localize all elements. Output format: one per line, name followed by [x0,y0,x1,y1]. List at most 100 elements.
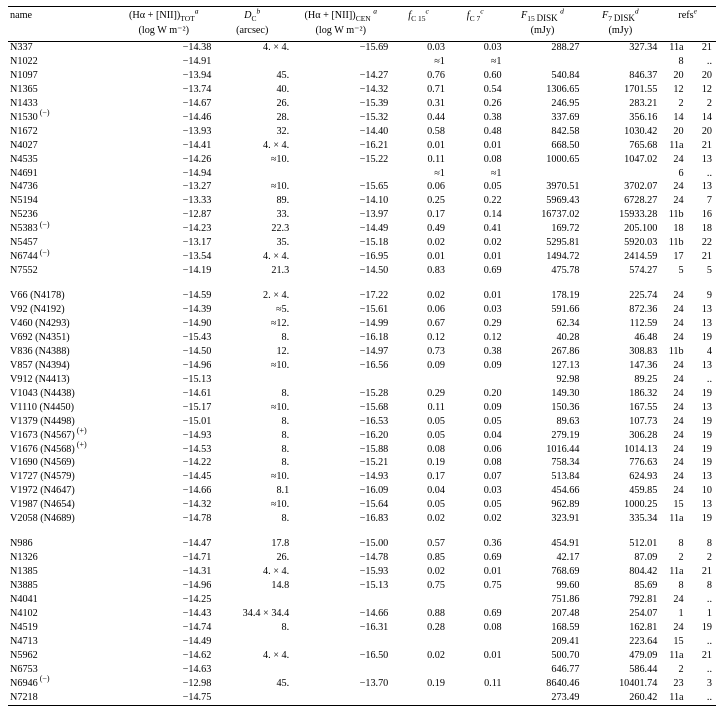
cell-ref2: 21 [688,251,716,265]
cell-fc7: 0.03 [447,485,504,499]
cell-ref2: 20 [688,125,716,139]
cell-ref2: 14 [688,111,716,125]
cell-ha_cen: −13.97 [291,209,390,223]
cell-ha_cen: −16.20 [291,429,390,443]
cell-ref1: 24 [659,429,687,443]
cell-fc7: 0.01 [447,139,504,153]
cell-fc7: 0.09 [447,359,504,373]
cell-ha_tot: −14.91 [114,55,213,69]
cell-fc7: ≈1 [447,55,504,69]
cell-fc15: 0.57 [390,538,447,552]
table-row: V1379 (N4498)−15.018.−16.530.050.0589.63… [8,415,716,429]
cell-fc15: 0.02 [390,237,447,251]
table-row: N4535−14.26≈10.−15.220.110.081000.651047… [8,153,716,167]
cell-name: N3885 [8,580,114,594]
table-row: V2058 (N4689)−14.788.−16.830.020.02323.9… [8,513,716,527]
cell-ref2: 13 [688,181,716,195]
cell-dc: 8. [213,429,291,443]
cell-ha_tot: −14.38 [114,41,213,55]
cell-name: N4713 [8,635,114,649]
cell-name: N4736 [8,181,114,195]
cell-dc: 4. × 4. [213,41,291,55]
cell-dc: 45. [213,69,291,83]
cell-fc7: 0.38 [447,345,504,359]
cell-ref1: 24 [659,331,687,345]
cell-name: N1385 [8,566,114,580]
cell-ha_tot: −14.59 [114,290,213,304]
cell-name: V1690 (N4569) [8,457,114,471]
cell-ha_cen: −14.78 [291,552,390,566]
cell-fc15: 0.44 [390,111,447,125]
table-row: N1385−14.314. × 4.−15.930.020.01768.6980… [8,566,716,580]
table-row: N5236−12.8733.−13.970.170.1416737.021593… [8,209,716,223]
cell-ha_tot: −14.93 [114,429,213,443]
cell-f7d: 586.44 [581,663,659,677]
cell-name: V1110 (N4450) [8,401,114,415]
cell-fc7: 0.05 [447,415,504,429]
cell-ref2: 13 [688,153,716,167]
data-table-container: name (Hα + [NII])TOTa DCb (Hα + [NII])CE… [0,0,724,716]
cell-ref1: 24 [659,290,687,304]
cell-f7d: 46.48 [581,331,659,345]
cell-name: N7218 [8,691,114,705]
table-row: N4041−14.25751.86792.8124.. [8,594,716,608]
cell-fc15 [390,373,447,387]
cell-f7d: 162.81 [581,621,659,635]
cell-ref2: .. [688,55,716,69]
cell-ref1: 15 [659,635,687,649]
cell-ha_cen [291,594,390,608]
cell-ha_cen: −15.61 [291,304,390,318]
cell-f7d: 872.36 [581,304,659,318]
cell-fc7: 0.60 [447,69,504,83]
cell-name: N337 [8,41,114,55]
cell-ref1: 24 [659,195,687,209]
cell-f7d: 147.36 [581,359,659,373]
cell-ha_tot: −14.50 [114,345,213,359]
cell-ha_cen: −15.69 [291,41,390,55]
col-f15disk-unit: (mJy) [504,24,582,41]
cell-f15d: 842.58 [504,125,582,139]
cell-f15d: 646.77 [504,663,582,677]
cell-f15d: 62.34 [504,318,582,332]
cell-fc15: 0.88 [390,607,447,621]
cell-ha_tot: −14.31 [114,566,213,580]
cell-name: N1097 [8,69,114,83]
cell-fc15: 0.67 [390,318,447,332]
cell-ha_cen: −16.18 [291,331,390,345]
cell-f7d: 186.32 [581,387,659,401]
cell-fc15: 0.05 [390,429,447,443]
cell-f15d: 962.89 [504,499,582,513]
cell-name: N5236 [8,209,114,223]
cell-ha_cen: −15.00 [291,538,390,552]
cell-fc15: 0.28 [390,621,447,635]
cell-ref2: .. [688,594,716,608]
cell-ha_cen: −15.68 [291,401,390,415]
cell-fc7: 0.01 [447,290,504,304]
cell-dc: 40. [213,83,291,97]
cell-ref2: 16 [688,209,716,223]
cell-dc: 8.1 [213,485,291,499]
table-row: V460 (N4293)−14.90≈12.−14.990.670.2962.3… [8,318,716,332]
table-row: N4691−14.94≈1≈16.. [8,167,716,181]
cell-ha_cen: −15.39 [291,97,390,111]
table-row: V1110 (N4450)−15.17≈10.−15.680.110.09150… [8,401,716,415]
cell-ha_tot: −13.54 [114,251,213,265]
cell-ref2: 13 [688,401,716,415]
cell-ha_cen: −15.13 [291,580,390,594]
cell-fc7: 0.11 [447,677,504,691]
cell-fc7 [447,594,504,608]
cell-ref2: 3 [688,677,716,691]
table-row: N4713−14.49209.41223.6415.. [8,635,716,649]
cell-fc15: 0.01 [390,139,447,153]
cell-f7d: 512.01 [581,538,659,552]
cell-ha_tot: −13.94 [114,69,213,83]
cell-f15d: 475.78 [504,265,582,279]
cell-fc15: 0.73 [390,345,447,359]
cell-ha_cen [291,167,390,181]
cell-dc: 8. [213,621,291,635]
cell-ha_tot: −14.19 [114,265,213,279]
cell-ref2: 19 [688,331,716,345]
cell-fc7: 0.08 [447,457,504,471]
cell-f7d: 804.42 [581,566,659,580]
cell-ref2: 2 [688,552,716,566]
